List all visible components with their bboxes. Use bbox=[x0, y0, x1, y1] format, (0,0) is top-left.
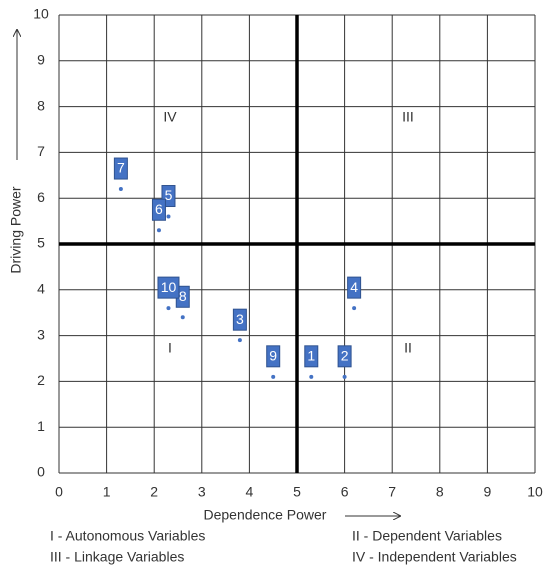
point-label-box bbox=[157, 276, 180, 299]
point-label: 6 bbox=[155, 201, 163, 217]
legend-note: III - Linkage Variables bbox=[50, 549, 184, 565]
y-tick-label: 10 bbox=[33, 6, 49, 22]
point-label: 1 bbox=[307, 348, 315, 364]
x-tick-label: 5 bbox=[293, 484, 301, 500]
y-tick-label: 8 bbox=[37, 97, 45, 113]
point-label: 5 bbox=[165, 187, 173, 203]
y-tick-label: 3 bbox=[37, 326, 45, 342]
point-label-box bbox=[347, 276, 362, 299]
point bbox=[271, 374, 276, 379]
y-tick-label: 2 bbox=[37, 372, 45, 388]
point-label-box bbox=[337, 345, 352, 368]
point bbox=[156, 228, 161, 233]
quadrant-label: IV bbox=[163, 109, 177, 125]
point-label-box bbox=[304, 345, 319, 368]
x-tick-label: 2 bbox=[150, 484, 158, 500]
quadrant-label: II bbox=[404, 340, 412, 356]
point bbox=[166, 214, 171, 219]
point bbox=[118, 187, 123, 192]
quadrant-label: I bbox=[168, 340, 172, 356]
y-tick-label: 9 bbox=[37, 52, 45, 68]
point-label-box bbox=[266, 345, 281, 368]
quadrant-label: III bbox=[402, 109, 414, 125]
point-label: 3 bbox=[236, 311, 244, 327]
y-axis-title: Driving Power bbox=[8, 186, 24, 273]
point bbox=[342, 374, 347, 379]
point-label: 7 bbox=[117, 160, 125, 176]
x-tick-label: 4 bbox=[246, 484, 254, 500]
y-tick-label: 7 bbox=[37, 143, 45, 159]
point-label: 2 bbox=[341, 348, 349, 364]
y-tick-label: 6 bbox=[37, 189, 45, 205]
point bbox=[352, 306, 357, 311]
point-label-box bbox=[151, 198, 166, 221]
y-tick-label: 4 bbox=[37, 281, 45, 297]
point bbox=[237, 338, 242, 343]
point-label-box bbox=[232, 308, 247, 331]
x-tick-label: 7 bbox=[388, 484, 396, 500]
x-tick-label: 6 bbox=[341, 484, 349, 500]
legend-note: II - Dependent Variables bbox=[352, 528, 502, 544]
legend-note: IV - Independent Variables bbox=[352, 549, 517, 565]
x-tick-label: 3 bbox=[198, 484, 206, 500]
legend-note: I - Autonomous Variables bbox=[50, 528, 205, 544]
point-label: 8 bbox=[179, 288, 187, 304]
x-tick-label: 1 bbox=[103, 484, 111, 500]
point bbox=[166, 306, 171, 311]
x-tick-label: 10 bbox=[527, 484, 543, 500]
point-label: 10 bbox=[161, 279, 177, 295]
y-tick-label: 5 bbox=[37, 235, 45, 251]
point bbox=[180, 315, 185, 320]
x-tick-label: 0 bbox=[55, 484, 63, 500]
point bbox=[309, 374, 314, 379]
point-label: 9 bbox=[269, 348, 277, 364]
x-axis-title: Dependence Power bbox=[204, 507, 327, 523]
y-tick-label: 1 bbox=[37, 418, 45, 434]
point-label-box bbox=[113, 157, 128, 180]
x-tick-label: 8 bbox=[436, 484, 444, 500]
x-tick-label: 9 bbox=[484, 484, 492, 500]
point-label: 4 bbox=[350, 279, 358, 295]
y-tick-label: 0 bbox=[37, 464, 45, 480]
